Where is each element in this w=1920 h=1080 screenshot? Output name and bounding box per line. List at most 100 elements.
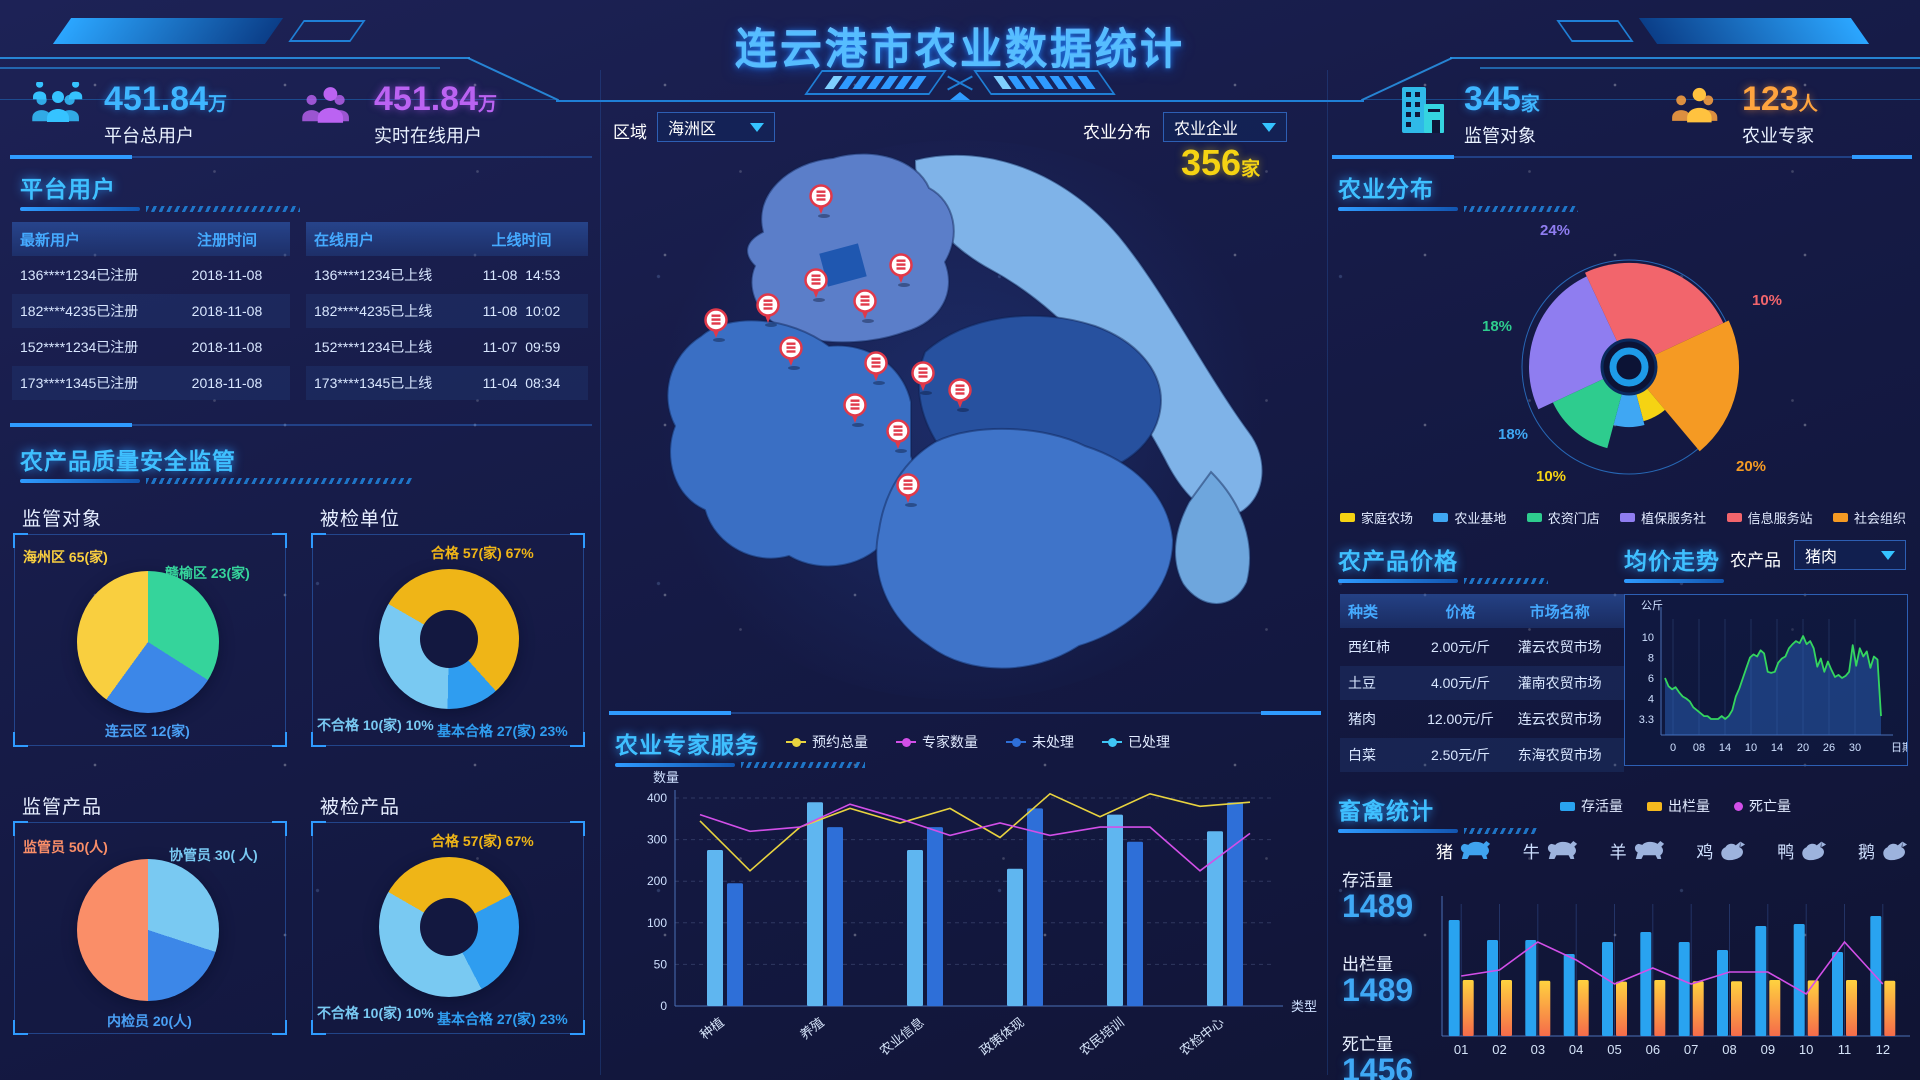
legend-line-icon xyxy=(786,737,806,747)
table-row: 猪肉 12.00元/斤 连云农贸市场 xyxy=(1348,711,1602,727)
animal-tab-chicken[interactable]: 鸡 xyxy=(1696,838,1746,863)
legend-item[interactable]: 已处理 xyxy=(1102,732,1170,752)
divider xyxy=(609,711,1321,715)
donut-chart-inspected-units[interactable] xyxy=(379,569,519,709)
product-value: 猪肉 xyxy=(1805,549,1838,566)
legend-item[interactable]: 家庭农场 xyxy=(1340,508,1413,527)
pie-label: 监管员 50(人) xyxy=(23,839,108,855)
svg-text:08: 08 xyxy=(1722,1042,1736,1057)
animal-tab-pig[interactable]: 猪 xyxy=(1436,838,1492,863)
svg-text:26: 26 xyxy=(1823,742,1835,754)
product-select[interactable]: 猪肉 xyxy=(1794,540,1906,570)
legend-swatch-icon xyxy=(1560,801,1575,811)
building-icon xyxy=(1402,87,1444,133)
goose-icon xyxy=(1883,841,1908,860)
legend-item[interactable]: 出栏量 xyxy=(1647,796,1710,816)
legend-item[interactable]: 专家数量 xyxy=(896,732,978,752)
pie-chart-supervise-objects[interactable] xyxy=(77,571,219,713)
filter-select[interactable]: 农业企业 xyxy=(1163,112,1287,142)
livestock-legend: 存活量 出栏量 死亡量 xyxy=(1560,796,1791,816)
svg-text:08: 08 xyxy=(1693,742,1705,754)
pie-chart-supervise-products[interactable] xyxy=(77,859,219,1001)
legend-line-icon xyxy=(1102,737,1122,747)
svg-text:400: 400 xyxy=(647,791,667,805)
price-trend-chart[interactable]: 0 08 14 10 14 20 26 30 10 8 6 4 3.3 公斤日期 xyxy=(1625,595,1913,765)
svg-text:日期: 日期 xyxy=(1891,741,1907,754)
livestock-stat-label: 存活量 xyxy=(1342,871,1393,890)
legend-line-icon xyxy=(896,737,916,747)
pie-box-supervise-products: 监管员 50(人) 协管员 30( 人) 内检员 20(人) xyxy=(13,821,287,1035)
section-title-platform-users: 平台用户 xyxy=(20,176,116,202)
map-pin[interactable] xyxy=(853,289,877,324)
map-pin[interactable] xyxy=(948,378,972,413)
region-select[interactable]: 海洲区 xyxy=(657,112,775,142)
rose-label: 18% xyxy=(1482,318,1513,335)
map-pin[interactable] xyxy=(864,351,888,386)
map-pin[interactable] xyxy=(843,393,867,428)
map-pin[interactable] xyxy=(911,361,935,396)
pie-label: 基本合格 27(家) 23% xyxy=(437,723,568,739)
section-underline xyxy=(20,205,300,212)
livestock-stat-value: 1456 xyxy=(1342,1052,1414,1080)
section-title-quality: 农产品质量安全监管 xyxy=(20,448,236,474)
divider xyxy=(10,155,592,159)
distribution-rose-chart[interactable] xyxy=(1494,232,1764,502)
table-row: 152****1234已注册 2018-11-08 xyxy=(20,339,263,355)
table-header-row: 最新用户 注册时间 xyxy=(12,222,290,256)
legend-item[interactable]: 植保服务社 xyxy=(1620,508,1706,527)
pie-label: 赣榆区 23(家) xyxy=(165,565,250,581)
sheep-icon xyxy=(1634,841,1664,859)
map-pin[interactable] xyxy=(896,473,920,508)
legend-dot-icon xyxy=(1734,801,1743,811)
legend-item[interactable]: 存活量 xyxy=(1560,796,1623,816)
region-map[interactable] xyxy=(613,140,1313,700)
chicken-icon xyxy=(1721,841,1746,860)
svg-text:农民培训: 农民培训 xyxy=(1077,1015,1127,1059)
map-pin[interactable] xyxy=(889,253,913,288)
legend-item[interactable]: 预约总量 xyxy=(786,732,868,752)
map-pin[interactable] xyxy=(756,293,780,328)
livestock-stat-value: 1489 xyxy=(1342,888,1414,924)
animal-tab-sheep[interactable]: 羊 xyxy=(1610,838,1666,863)
pie-label: 合格 57(家) 67% xyxy=(431,545,534,561)
pie-box-inspected-products: 合格 57(家) 67% 不合格 10(家) 10% 基本合格 27(家) 23… xyxy=(311,821,585,1035)
svg-text:政策体现: 政策体现 xyxy=(977,1015,1027,1059)
livestock-chart[interactable]: 01 02 03 04 05 06 07 08 09 10 11 12 xyxy=(1432,896,1910,1068)
svg-text:50: 50 xyxy=(654,957,668,971)
map-pin[interactable] xyxy=(779,336,803,371)
chevron-down-icon xyxy=(1262,122,1276,132)
svg-text:3.3: 3.3 xyxy=(1639,714,1654,726)
animal-tab-cow[interactable]: 牛 xyxy=(1523,838,1579,863)
map-pin[interactable] xyxy=(804,268,828,303)
map-pin[interactable] xyxy=(809,184,833,219)
animal-tab-goose[interactable]: 鹅 xyxy=(1858,838,1908,863)
legend-swatch-icon xyxy=(1526,513,1542,522)
page-title: 连云港市农业数据统计 xyxy=(734,26,1185,73)
animal-tab-duck[interactable]: 鸭 xyxy=(1777,838,1827,863)
legend-item[interactable]: 未处理 xyxy=(1006,732,1074,752)
legend-item[interactable]: 农业基地 xyxy=(1433,508,1506,527)
expert-legend: 预约总量 专家数量 未处理 已处理 xyxy=(786,732,1170,752)
section-underline xyxy=(1338,827,1538,834)
region-value: 海洲区 xyxy=(668,121,717,138)
legend-item[interactable]: 死亡量 xyxy=(1734,796,1791,816)
donut-chart-inspected-products[interactable] xyxy=(379,857,519,997)
section-underline xyxy=(20,477,412,484)
online-users-icon xyxy=(302,87,349,123)
map-pin[interactable] xyxy=(886,419,910,454)
svg-text:10: 10 xyxy=(1799,1042,1813,1057)
table-row: 136****1234已上线 11-08 14:53 xyxy=(314,267,561,283)
map-pin[interactable] xyxy=(704,308,728,343)
table-header-row: 种类 价格 市场名称 xyxy=(1340,594,1624,628)
rose-label: 20% xyxy=(1736,458,1767,475)
legend-item[interactable]: 农资门店 xyxy=(1526,508,1600,527)
legend-item[interactable]: 信息服务站 xyxy=(1726,508,1813,527)
svg-text:10: 10 xyxy=(1642,632,1654,644)
legend-item[interactable]: 社会组织 xyxy=(1832,508,1906,527)
svg-text:09: 09 xyxy=(1761,1042,1775,1057)
section-underline xyxy=(1338,577,1548,584)
pie-label: 协管员 30( 人) xyxy=(169,847,258,863)
svg-text:06: 06 xyxy=(1646,1042,1660,1057)
left-panel: 451.84万 平台总用户 451.84万 实时在线用户 平台用户 最新用户 注册… xyxy=(10,70,592,1075)
